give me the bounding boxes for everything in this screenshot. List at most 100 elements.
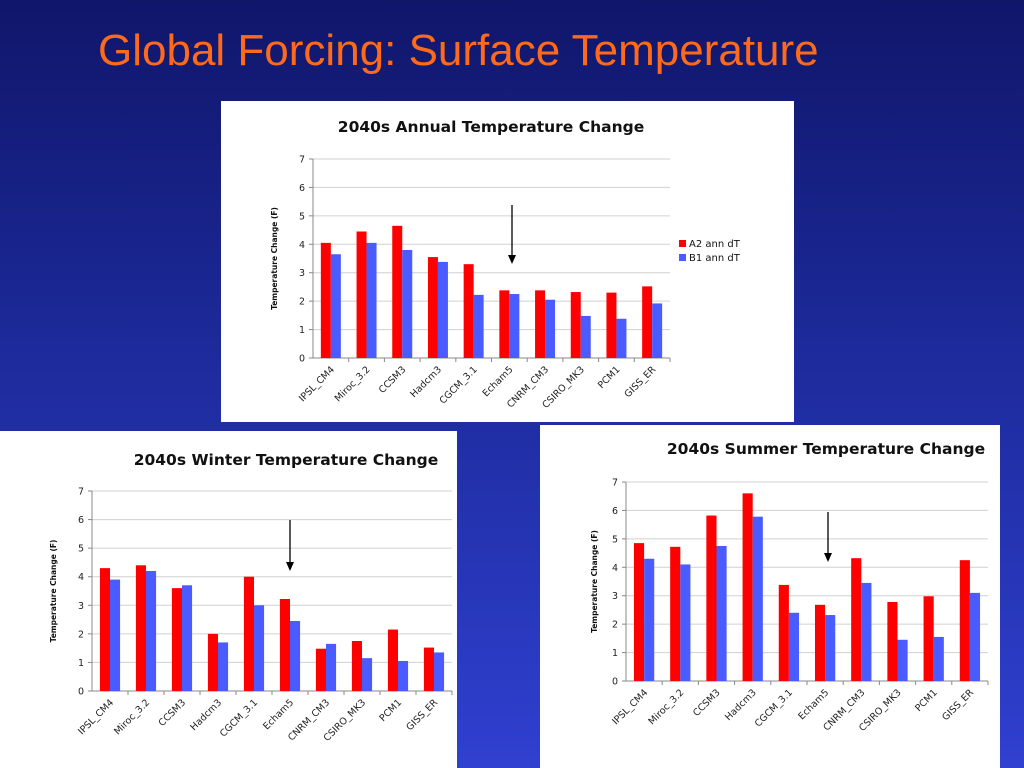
bar-winter-a2-ccsm3	[171, 588, 182, 691]
bar-summer-b1-ccsm3	[716, 545, 727, 681]
bar-winter-b1-cgcm_3.1	[254, 605, 265, 691]
x-category-label: CCSM3	[377, 364, 408, 395]
bar-winter-a2-ipsl_cm4	[99, 568, 110, 691]
bar-annual-a2-miroc_3.2	[356, 231, 367, 358]
y-tick-label: 6	[299, 183, 305, 194]
bar-summer-b1-cnrm_cm3	[861, 582, 872, 681]
annual-temperature-chart: 2040s Annual Temperature Change 0 1 2 3 4 5 6 7 T…	[270, 118, 741, 411]
y-tick-label: 0	[78, 687, 84, 698]
bar-summer-a2-hadcm3	[742, 493, 753, 681]
chart-title: 2040s Annual Temperature Change	[338, 118, 644, 136]
bar-summer-a2-ccsm3	[706, 515, 717, 681]
bar-annual-b1-miroc_3.2	[366, 242, 377, 358]
bar-summer-a2-pcm1	[923, 596, 934, 681]
bar-winter-a2-echam5	[279, 599, 290, 691]
x-category-label: GISS_ER	[404, 697, 440, 733]
bar-winter-b1-ipsl_cm4	[110, 579, 121, 691]
x-category-label: Hadcm3	[408, 364, 444, 400]
x-category-label: Hadcm3	[723, 687, 759, 723]
bar-annual-b1-csiro_mk3	[580, 315, 591, 358]
bar-winter-b1-pcm1	[398, 661, 409, 691]
bar-winter-a2-miroc_3.2	[135, 565, 146, 691]
bar-annual-b1-ccsm3	[402, 249, 413, 358]
y-tick-label: 3	[612, 591, 618, 602]
y-tick-label: 1	[78, 658, 84, 669]
summer-temperature-chart: 2040s Summer Temperature Change 0 1 2 3 4 5 6 7 T…	[590, 440, 989, 734]
bar-summer-a2-csiro_mk3	[887, 601, 898, 681]
bar-summer-b1-miroc_3.2	[680, 564, 691, 681]
y-tick-label: 4	[612, 563, 618, 574]
y-tick-label: 7	[612, 478, 618, 489]
x-category-label: CGCM_3.1	[438, 364, 480, 406]
bar-summer-b1-echam5	[825, 615, 836, 681]
bar-winter-a2-pcm1	[387, 629, 398, 691]
bar-annual-a2-hadcm3	[427, 257, 438, 358]
bar-annual-b1-giss_er	[652, 303, 663, 358]
bar-annual-b1-cnrm_cm3	[545, 299, 556, 358]
x-category-label: CCSM3	[691, 687, 722, 718]
y-tick-label: 1	[299, 325, 305, 336]
x-category-label: Echam5	[796, 687, 831, 722]
bar-winter-a2-cgcm_3.1	[243, 576, 254, 691]
x-category-label: Echam5	[261, 697, 296, 732]
y-axis-label: Temperature Change (F)	[270, 207, 279, 310]
bar-annual-a2-ipsl_cm4	[320, 242, 331, 358]
legend-entry: A2 ann dT	[689, 239, 741, 250]
x-category-label: CGCM_3.1	[218, 697, 260, 739]
bar-summer-a2-miroc_3.2	[670, 546, 681, 681]
bar-winter-a2-hadcm3	[207, 633, 218, 691]
y-tick-label: 3	[299, 268, 305, 279]
bar-winter-a2-csiro_mk3	[351, 641, 362, 691]
annotation-arrow-head	[824, 553, 832, 562]
y-tick-label: 2	[612, 620, 618, 631]
x-category-label: PCM1	[596, 364, 623, 391]
x-category-label: Miroc_3.2	[112, 697, 152, 737]
legend-swatch	[679, 254, 686, 261]
x-category-label: Miroc_3.2	[647, 687, 687, 727]
bar-summer-a2-echam5	[814, 604, 826, 681]
bar-annual-a2-giss_er	[642, 286, 653, 358]
bar-summer-a2-giss_er	[959, 560, 970, 681]
x-category-label: PCM1	[913, 687, 940, 714]
annotation-arrow-head	[286, 562, 294, 571]
summer-chart-panel: 2040s Summer Temperature Change 0 1 2 3 4 5 6 7 T…	[540, 425, 1000, 768]
bar-summer-a2-cnrm_cm3	[851, 558, 862, 681]
y-axis-label: Temperature Change (F)	[590, 530, 599, 633]
x-category-label: IPSL_CM4	[76, 697, 116, 737]
slide-title: Global Forcing: Surface Temperature	[98, 26, 819, 75]
y-tick-label: 2	[78, 629, 84, 640]
x-category-label: GISS_ER	[940, 687, 976, 723]
y-tick-label: 1	[612, 648, 618, 659]
bar-annual-a2-csiro_mk3	[570, 292, 581, 358]
y-tick-label: 3	[78, 601, 84, 612]
bar-annual-a2-pcm1	[606, 292, 617, 358]
bar-annual-b1-echam5	[509, 294, 520, 358]
y-tick-label: 6	[78, 515, 84, 526]
bar-annual-b1-ipsl_cm4	[330, 254, 341, 358]
y-tick-label: 7	[299, 155, 305, 166]
x-category-label: CGCM_3.1	[753, 687, 795, 729]
y-tick-label: 7	[78, 487, 84, 498]
x-category-label: IPSL_CM4	[610, 687, 650, 727]
bar-annual-a2-echam5	[499, 290, 510, 358]
bar-annual-a2-cnrm_cm3	[535, 290, 546, 358]
legend-entry: B1 ann dT	[689, 253, 741, 264]
bar-winter-b1-giss_er	[434, 652, 445, 691]
bar-annual-a2-cgcm_3.1	[463, 264, 474, 358]
bar-summer-a2-cgcm_3.1	[778, 584, 789, 681]
bar-annual-b1-cgcm_3.1	[473, 294, 484, 358]
y-tick-label: 0	[299, 354, 305, 365]
annotation-arrow-head	[508, 255, 516, 264]
x-category-label: PCM1	[378, 697, 405, 724]
bar-summer-b1-csiro_mk3	[897, 639, 908, 681]
y-tick-label: 0	[612, 677, 618, 688]
bar-annual-b1-hadcm3	[437, 261, 448, 358]
bar-summer-a2-ipsl_cm4	[633, 543, 645, 681]
annual-chart-panel: 2040s Annual Temperature Change 0 1 2 3 4 5 6 7 T…	[221, 101, 794, 422]
y-tick-label: 6	[612, 506, 618, 517]
chart-title: 2040s Summer Temperature Change	[667, 440, 985, 458]
y-tick-label: 5	[612, 534, 618, 545]
bar-annual-b1-pcm1	[616, 318, 627, 358]
bar-winter-b1-echam5	[290, 621, 301, 691]
bar-summer-b1-hadcm3	[752, 516, 763, 681]
